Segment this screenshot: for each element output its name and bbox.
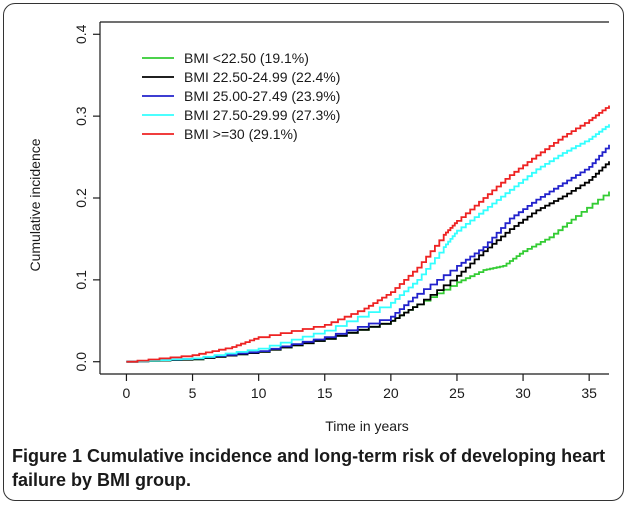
- series-line: [126, 191, 610, 363]
- series-line: [126, 161, 610, 363]
- x-tick-label: 25: [449, 385, 465, 401]
- legend-label: BMI 25.00-27.49 (23.9%): [184, 88, 340, 104]
- legend: BMI <22.50 (19.1%) BMI 22.50-24.99 (22.4%…: [142, 50, 340, 142]
- caption-label: Figure 1: [12, 446, 83, 466]
- legend-label: BMI >=30 (29.1%): [184, 126, 298, 142]
- series-layer: [126, 105, 610, 363]
- legend-label: BMI <22.50 (19.1%): [184, 50, 309, 66]
- x-tick-label: 0: [123, 385, 131, 401]
- x-tick-label: 30: [515, 385, 531, 401]
- y-tick-label: 0.0: [73, 352, 89, 372]
- y-axis-label: Cumulative incidence: [27, 138, 43, 271]
- figure-frame: [3, 3, 624, 501]
- y-tick-label: 0.4: [73, 24, 89, 44]
- x-tick-label: 15: [317, 385, 333, 401]
- legend-label: BMI 22.50-24.99 (22.4%): [184, 69, 340, 85]
- x-tick-label: 20: [383, 385, 399, 401]
- series-line: [126, 124, 610, 363]
- chart: 0 5 10 15 20 25 30 35 0.0 0.1 0.2 0.3 0.4 BMI <22.50…: [27, 21, 610, 434]
- axes: 0 5 10 15 20 25 30 35 0.0 0.1 0.2 0.3 0.4: [73, 24, 597, 401]
- legend-label: BMI 27.50-29.99 (27.3%): [184, 107, 340, 123]
- y-tick-label: 0.1: [73, 270, 89, 290]
- y-tick-label: 0.3: [73, 106, 89, 126]
- x-tick-label: 5: [189, 385, 197, 401]
- series-line: [126, 105, 610, 363]
- y-tick-label: 0.2: [73, 188, 89, 208]
- x-axis-label: Time in years: [325, 418, 409, 434]
- x-tick-label: 35: [581, 385, 597, 401]
- x-tick-label: 10: [251, 385, 267, 401]
- caption-text: Cumulative incidence and long-term risk …: [12, 446, 606, 490]
- figure-caption: Figure 1 Cumulative incidence and long-t…: [12, 444, 617, 492]
